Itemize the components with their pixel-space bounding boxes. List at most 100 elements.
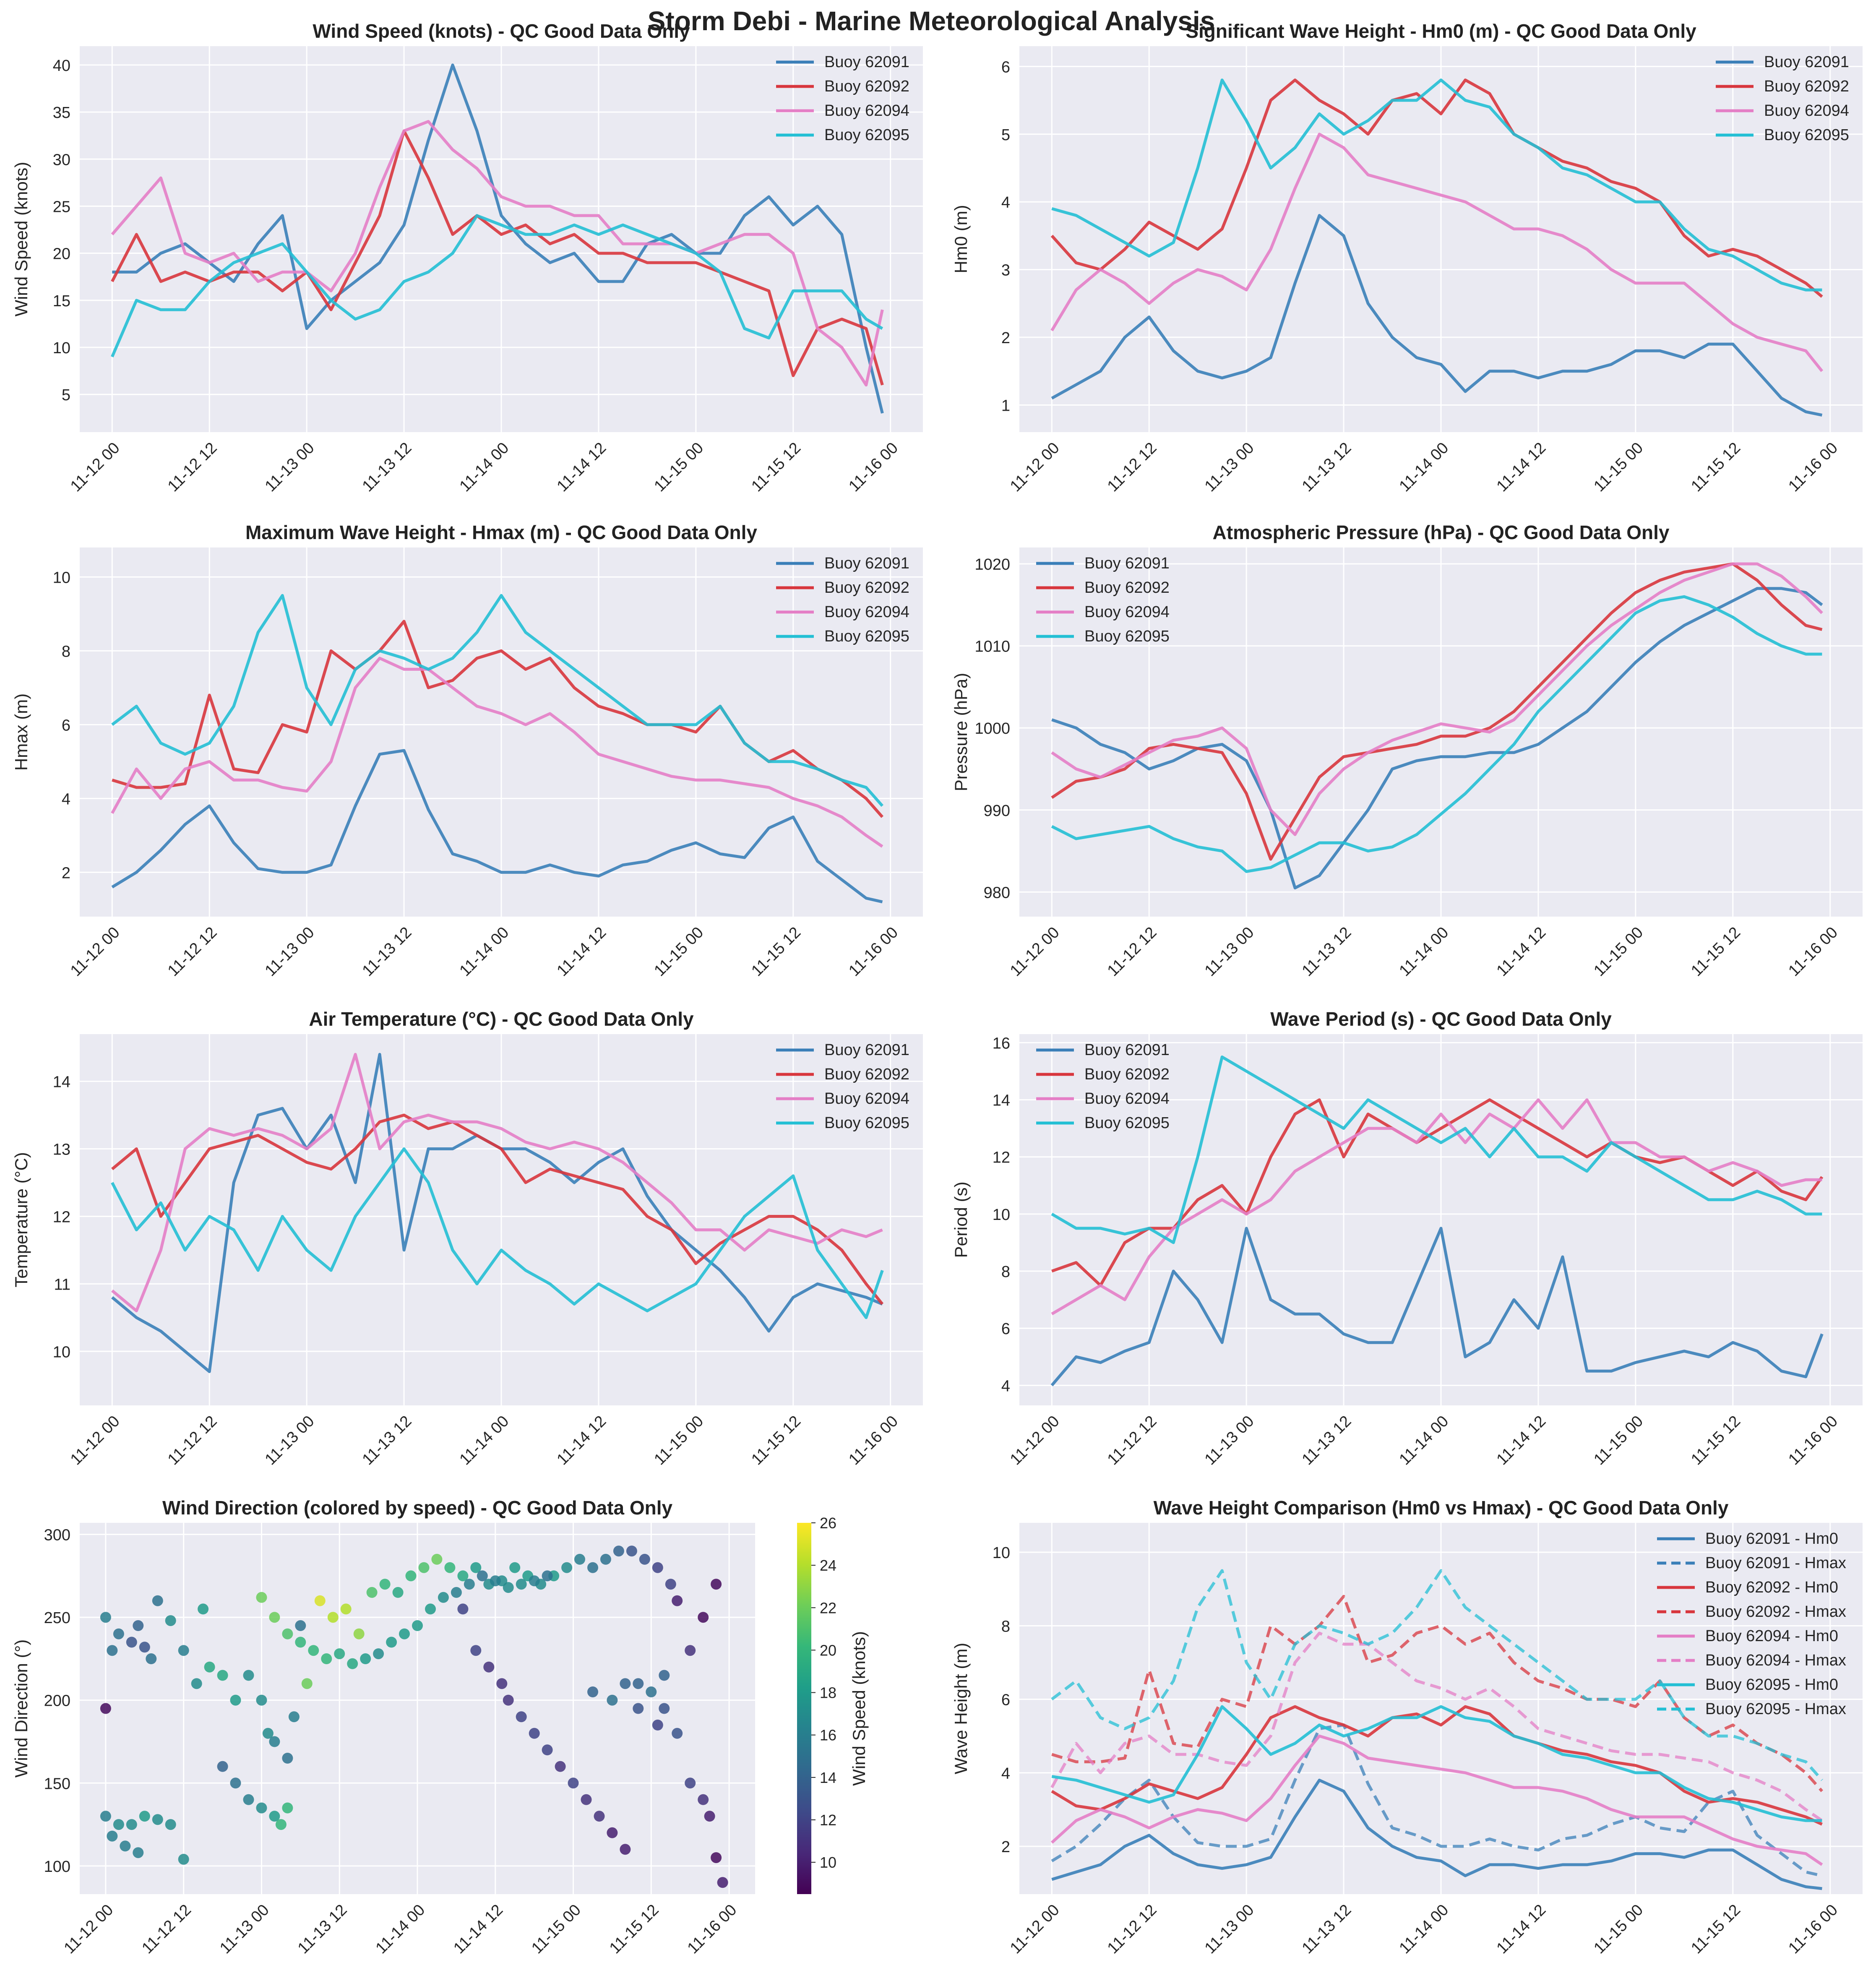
scatter-point [308,1645,319,1656]
series-line [1050,78,1823,298]
y-tick-label: 5 [1001,126,1010,144]
hm0-line [1051,1705,1822,1822]
scatter-point [152,1595,163,1606]
series-line [111,657,883,848]
scatter-point [288,1711,300,1723]
colorbar-label: Wind Speed (knots) [849,1631,869,1786]
scatter-point [516,1711,527,1723]
y-axis-label: Hmax (m) [11,693,31,771]
y-tick-label: 5 [62,386,70,404]
panel-title: Maximum Wave Height - Hmax (m) - QC Good… [245,521,757,543]
scatter-point [353,1628,365,1639]
y-tick-label: 4 [1001,194,1010,211]
scatter-point [282,1628,293,1639]
panel-title: Wind Direction (colored by speed) - QC G… [162,1497,673,1519]
legend-label: Buoy 62094 [824,102,909,120]
legend-label: Buoy 62094 - Hmax [1705,1652,1846,1669]
scatter-point [295,1637,306,1648]
scatter-point [529,1728,540,1739]
y-tick-label: 8 [1001,1263,1010,1281]
y-tick-label: 6 [1001,1320,1010,1338]
scatter-point [295,1620,306,1631]
scatter-point [457,1570,469,1582]
scatter-point [620,1844,631,1855]
scatter-point [217,1761,228,1772]
scatter-point [152,1814,163,1825]
y-tick-label: 10 [993,1544,1010,1562]
y-tick-label: 1020 [974,556,1010,573]
legend-label: Buoy 62092 [824,1066,909,1083]
hm0-line [1050,1734,1823,1866]
y-tick-label: 6 [1001,1691,1010,1709]
scatter-point [198,1603,209,1615]
scatter-point [165,1819,176,1830]
y-tick-label: 30 [53,151,70,169]
scatter-point [542,1570,553,1582]
y-tick-label: 10 [53,569,70,586]
scatter-point [386,1637,397,1648]
y-tick-label: 12 [53,1208,70,1226]
series-line [1050,1227,1824,1386]
figure-suptitle: Storm Debi - Marine Meteorological Analy… [648,6,1215,36]
y-axis-label: Wind Direction (°) [11,1639,31,1778]
y-tick-label: 11 [54,1276,70,1293]
y-tick-label: 16 [993,1035,1010,1052]
hm0-line [1051,1778,1822,1890]
series-line [111,1113,884,1305]
y-tick-label: 1010 [974,638,1010,656]
scatter-point [600,1553,611,1565]
scatter-point [464,1579,475,1590]
panel-title: Wave Height Comparison (Hm0 vs Hmax) - Q… [1154,1497,1729,1519]
scatter-point [100,1811,111,1822]
scatter-point [717,1877,728,1888]
y-tick-label: 250 [44,1609,70,1627]
series-line [1051,214,1823,417]
series-line [1051,595,1822,873]
legend-label: Buoy 62092 [824,579,909,597]
y-tick-label: 13 [53,1141,70,1159]
legend-label: Buoy 62092 [1764,78,1849,95]
legend-label: Buoy 62091 - Hmax [1705,1554,1846,1572]
legend-label: Buoy 62094 [824,1090,909,1108]
y-tick-label: 10 [993,1206,1010,1224]
scatter-point [262,1728,274,1739]
scatter-point [431,1553,443,1565]
scatter-point [126,1819,137,1830]
scatter-point [139,1642,150,1653]
y-axis-label: Temperature (°C) [11,1152,31,1287]
scatter-point [243,1670,254,1681]
series-line [1050,133,1824,372]
legend-label: Buoy 62094 - Hm0 [1705,1627,1838,1645]
scatter-point [204,1661,215,1673]
y-tick-label: 15 [53,292,70,310]
y-axis-label: Hm0 (m) [951,205,971,273]
scatter-point [574,1553,585,1565]
scatter-point [347,1658,358,1669]
scatter-point [470,1645,482,1656]
y-tick-label: 10 [53,339,70,357]
scatter-point [120,1840,131,1852]
scatter-point [301,1678,313,1689]
scatter-point [314,1595,326,1606]
y-axis-label: Period (s) [951,1181,971,1258]
scatter-point [373,1648,384,1660]
legend-label: Buoy 62092 - Hm0 [1705,1579,1838,1596]
y-tick-label: 2 [1001,1838,1010,1856]
series-line [111,1053,883,1313]
y-tick-label: 3 [1001,262,1010,279]
legend-label: Buoy 62091 [824,53,909,71]
scatter-point [496,1678,508,1689]
legend-label: Buoy 62092 [1084,579,1170,597]
y-tick-label: 20 [53,245,70,263]
scatter-point [685,1777,696,1789]
scatter-point [243,1794,254,1805]
scatter-point [107,1645,118,1656]
scatter-point [282,1802,293,1814]
scatter-point [711,1852,722,1863]
series-line [111,120,884,387]
